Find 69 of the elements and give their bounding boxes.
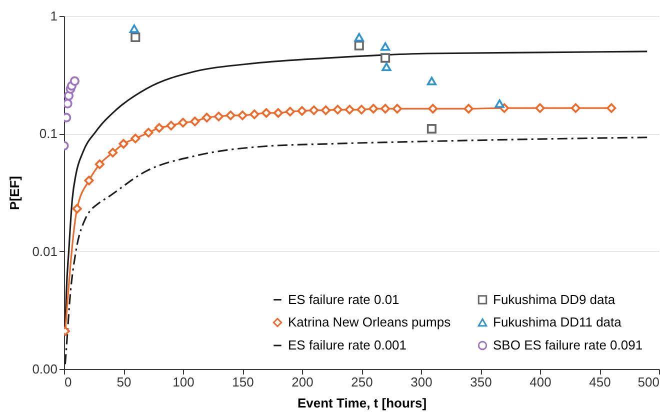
x-tick-label: 400 — [530, 374, 552, 390]
x-tick-label: 0 — [64, 374, 72, 390]
point — [426, 124, 436, 134]
point — [250, 110, 260, 120]
point — [356, 104, 366, 114]
point — [426, 76, 436, 86]
point — [380, 53, 390, 63]
point — [129, 24, 139, 33]
x-tick-label: 450 — [589, 374, 611, 390]
x-tick-label: 500 — [638, 374, 660, 390]
point — [464, 104, 474, 114]
point — [606, 103, 616, 113]
y-tick-label: 0.1 — [39, 126, 58, 142]
point — [70, 76, 80, 86]
y-tick-label: 0.01 — [32, 244, 58, 259]
legend-label: ES failure rate 0.01 — [288, 292, 400, 307]
y-tick-label: 0.00 — [32, 362, 58, 376]
point — [130, 32, 140, 42]
point — [285, 106, 295, 116]
point — [428, 104, 438, 114]
point — [166, 120, 176, 130]
point — [144, 128, 154, 138]
y-axis-title: P[EF] — [7, 176, 22, 210]
point — [309, 106, 319, 116]
legend-label: Katrina New Orleans pumps — [288, 314, 452, 330]
legend-label: Fukushima DD9 data — [493, 292, 616, 307]
point — [130, 134, 140, 144]
x-tick-label: 300 — [410, 374, 432, 390]
point — [238, 110, 248, 120]
legend-label: SBO ES failure rate 0.091 — [493, 338, 643, 352]
point — [64, 98, 72, 108]
point — [273, 108, 283, 118]
x-tick-label: 250 — [351, 374, 373, 390]
point — [72, 204, 82, 214]
point — [570, 103, 580, 113]
point — [297, 106, 307, 116]
point — [262, 108, 272, 118]
point — [94, 159, 104, 169]
point — [226, 110, 236, 120]
line-series — [64, 136, 648, 365]
legend-label: ES failure rate 0.001 — [288, 338, 407, 352]
point — [382, 62, 392, 72]
point — [214, 112, 224, 122]
point — [380, 104, 390, 114]
x-axis-title: Event Time, t [hours] — [297, 396, 427, 410]
point — [118, 139, 128, 149]
y-tick-label: 1 — [50, 8, 58, 24]
x-tick-label: 50 — [116, 374, 132, 390]
point — [380, 42, 390, 51]
point — [108, 148, 118, 158]
legend-label: Fukushima DD11 data — [493, 314, 622, 330]
x-tick-label: 350 — [470, 374, 492, 390]
point — [84, 176, 94, 186]
point — [535, 103, 545, 113]
point — [354, 40, 364, 50]
point — [392, 104, 402, 114]
point — [202, 112, 212, 122]
point — [154, 123, 164, 133]
x-tick-label: 150 — [232, 374, 254, 390]
x-tick-label: 200 — [292, 374, 314, 390]
point — [344, 104, 354, 114]
point — [332, 104, 342, 114]
point — [354, 32, 364, 42]
point — [368, 104, 378, 114]
point — [178, 118, 188, 128]
point — [190, 116, 200, 126]
x-tick-label: 100 — [172, 374, 194, 390]
point — [494, 99, 504, 108]
point — [321, 106, 331, 116]
